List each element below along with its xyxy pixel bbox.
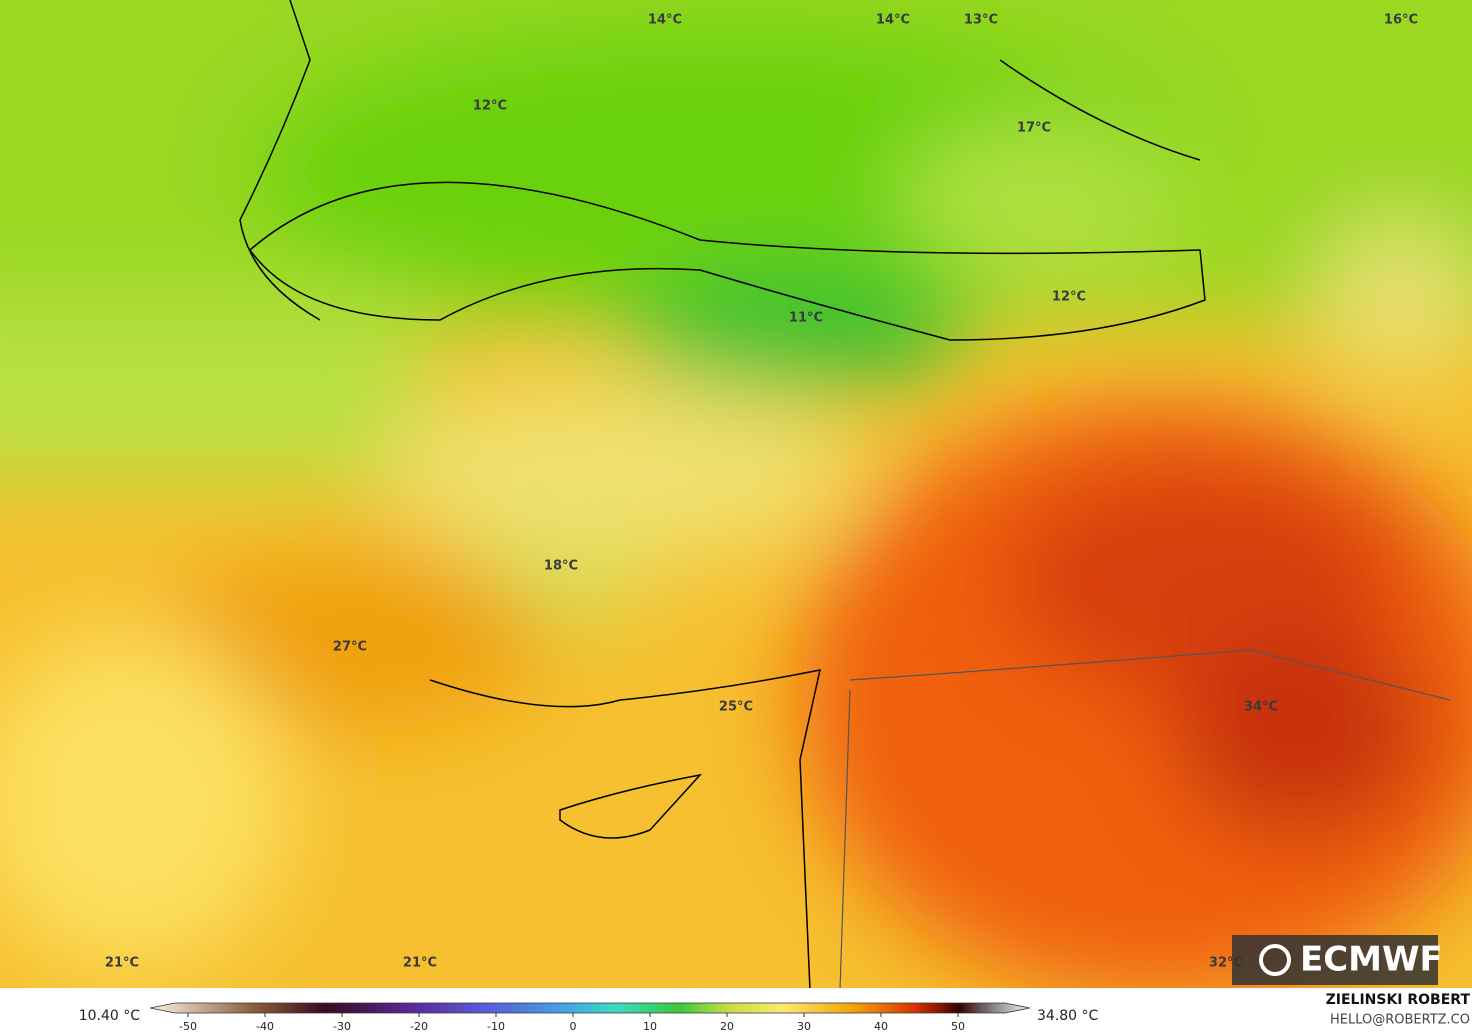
temperature-label: 12°C — [1052, 290, 1086, 305]
temperature-label: 13°C — [964, 13, 998, 28]
credit-contact: HELLO@ROBERTZ.CO — [1330, 1013, 1470, 1028]
logo-box: ECMWF — [1232, 935, 1443, 985]
temperature-label: 12°C — [473, 99, 507, 114]
colorbar-tick-label: 30 — [797, 1020, 811, 1033]
temperature-label: 34°C — [1244, 700, 1278, 715]
colorbar-tick-label: 10 — [643, 1020, 657, 1033]
temperature-label: 14°C — [648, 13, 682, 28]
logo-text: ECMWF — [1300, 940, 1443, 980]
credit-name: ZIELINSKI ROBERT — [1326, 992, 1471, 1008]
temperature-label: 25°C — [719, 700, 753, 715]
temperature-label: 17°C — [1017, 121, 1051, 136]
colorbar-tick-label: 50 — [951, 1020, 965, 1033]
temperature-field — [0, 0, 1472, 1000]
temperature-label: 16°C — [1384, 13, 1418, 28]
colorbar — [149, 1002, 1031, 1014]
temperature-label: 27°C — [333, 640, 367, 655]
colorbar-max: 34.80 °C — [1037, 1008, 1099, 1024]
colorbar-tick-label: 0 — [570, 1020, 577, 1033]
colorbar-tick-label: 40 — [874, 1020, 888, 1033]
temperature-label: 21°C — [105, 956, 139, 971]
temperature-label: 21°C — [403, 956, 437, 971]
colorbar-tick-label: 20 — [720, 1020, 734, 1033]
colorbar-min: 10.40 °C — [79, 1008, 141, 1024]
colorbar-tick-label: -40 — [256, 1020, 274, 1033]
temperature-label: 11°C — [789, 311, 823, 326]
colorbar-tick-label: -30 — [333, 1020, 351, 1033]
colorbar-tick-label: -20 — [410, 1020, 428, 1033]
colorbar-tick-label: -10 — [487, 1020, 505, 1033]
temperature-label: 14°C — [876, 13, 910, 28]
temperature-label: 18°C — [544, 559, 578, 574]
colorbar-tick-label: -50 — [179, 1020, 197, 1033]
